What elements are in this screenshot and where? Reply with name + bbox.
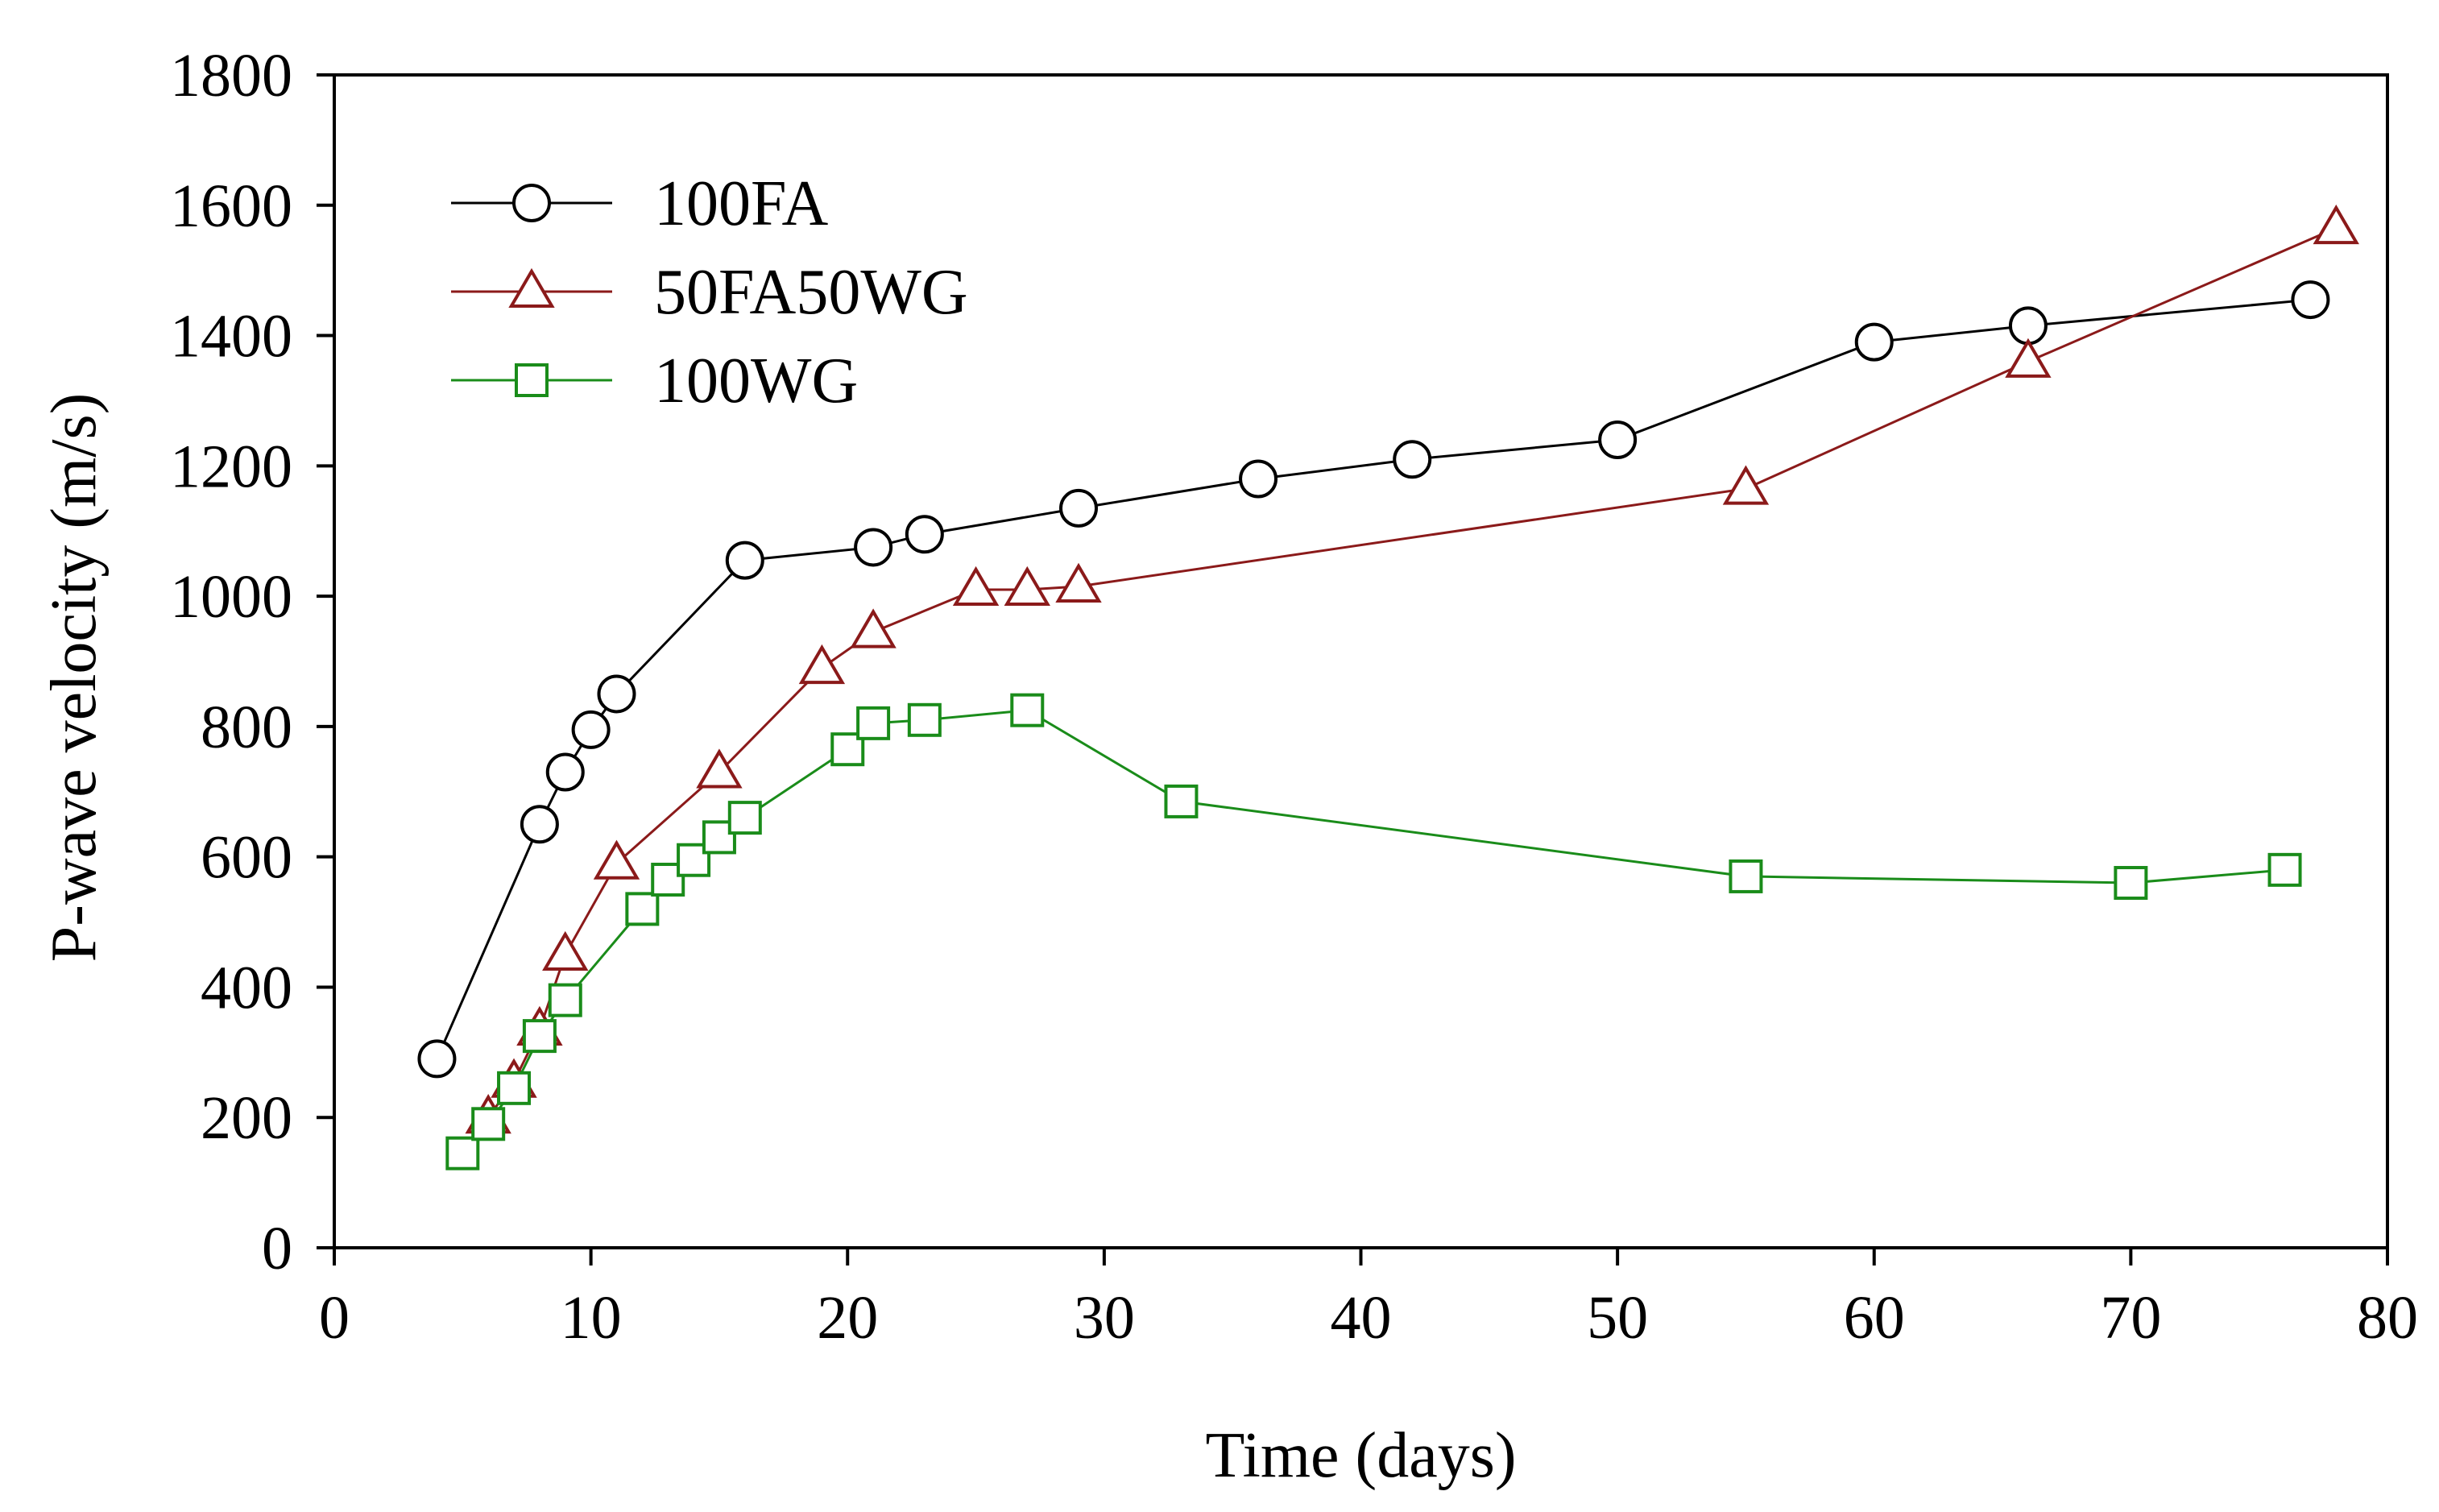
x-tick-label: 50	[1587, 1284, 1648, 1352]
x-tick-label: 30	[1074, 1284, 1135, 1352]
data-point-100WG	[2114, 866, 2148, 901]
data-point-100FA	[1239, 459, 1278, 499]
data-point-100WG	[727, 801, 762, 835]
data-point-100FA	[905, 515, 944, 554]
legend-entry-100FA: 100FA	[451, 168, 829, 239]
legend-label: 50FA50WG	[654, 257, 968, 328]
x-tick-label: 20	[817, 1284, 878, 1352]
y-tick-label: 800	[201, 694, 292, 761]
y-tick-label: 600	[201, 824, 292, 892]
y-tick-label: 1400	[170, 303, 292, 371]
legend-label: 100WG	[654, 346, 858, 416]
data-point-100WG	[522, 1019, 557, 1054]
data-point-100WG	[702, 820, 736, 855]
x-tick-label: 60	[1844, 1284, 1905, 1352]
plot-frame	[333, 73, 2389, 1249]
y-tick-label: 1000	[170, 563, 292, 631]
x-axis-label: Time (days)	[1206, 1420, 1517, 1491]
data-point-50FA50WG	[1055, 562, 1102, 603]
legend-label: 100FA	[654, 168, 829, 239]
ticks-layer: 0 10 20 30 40 50 60 70 8002004006008001000120014…	[170, 42, 2418, 1352]
data-point-100WG	[445, 1136, 480, 1170]
legend: 100FA 50FA50WG 100WG	[451, 168, 968, 416]
x-tick-label: 70	[2100, 1284, 2161, 1352]
data-point-100WG	[625, 892, 660, 926]
x-tick-label: 0	[319, 1284, 350, 1352]
data-point-100WG	[1010, 693, 1045, 727]
y-tick-label: 400	[201, 954, 292, 1021]
legend-entry-50FA50WG: 50FA50WG	[451, 257, 968, 328]
x-tick-label: 10	[561, 1284, 622, 1352]
data-point-100WG	[548, 983, 582, 1017]
data-point-100WG	[1729, 859, 1763, 893]
data-point-100WG	[1164, 784, 1199, 818]
data-point-50FA50WG	[850, 608, 897, 648]
data-point-100FA	[725, 541, 764, 580]
data-point-100FA	[854, 528, 893, 567]
data-point-100FA	[1598, 420, 1638, 459]
legend-marker	[512, 184, 551, 222]
data-point-100FA	[2291, 280, 2330, 320]
data-point-100WG	[856, 706, 891, 740]
y-axis-label: P-wave velocity (m/s)	[39, 393, 110, 962]
data-point-100FA	[1393, 440, 1432, 479]
series-100WG	[445, 693, 2302, 1170]
data-point-50FA50WG	[696, 748, 743, 789]
x-tick-label: 40	[1331, 1284, 1392, 1352]
data-point-100WG	[497, 1071, 532, 1105]
data-point-50FA50WG	[1722, 465, 1770, 505]
legend-marker	[515, 363, 549, 397]
data-point-100WG	[471, 1107, 506, 1141]
y-tick-label: 0	[262, 1215, 292, 1282]
data-point-50FA50WG	[593, 839, 640, 880]
x-tick-label: 80	[2357, 1284, 2418, 1352]
data-point-50FA50WG	[1004, 565, 1050, 607]
data-point-50FA50WG	[2313, 204, 2359, 245]
series-100FA	[417, 280, 2330, 1079]
data-point-100FA	[545, 752, 585, 792]
legend-entry-100WG: 100WG	[451, 346, 858, 416]
series-layer	[417, 204, 2359, 1170]
y-tick-label: 1600	[170, 172, 292, 240]
data-point-100FA	[520, 805, 559, 844]
data-point-100FA	[417, 1039, 457, 1079]
y-tick-label: 200	[201, 1084, 292, 1152]
data-point-100WG	[907, 702, 942, 737]
legend-marker	[508, 267, 555, 308]
data-point-50FA50WG	[542, 930, 589, 971]
data-point-100FA	[571, 710, 611, 749]
y-tick-label: 1800	[170, 42, 292, 110]
data-point-100FA	[1854, 322, 1894, 362]
data-point-100FA	[1059, 488, 1099, 528]
data-point-100WG	[2267, 852, 2302, 887]
data-point-50FA50WG	[2005, 338, 2052, 378]
data-point-100FA	[597, 674, 636, 714]
y-tick-label: 1200	[170, 433, 292, 500]
data-point-50FA50WG	[798, 644, 846, 685]
data-point-50FA50WG	[952, 565, 1000, 607]
